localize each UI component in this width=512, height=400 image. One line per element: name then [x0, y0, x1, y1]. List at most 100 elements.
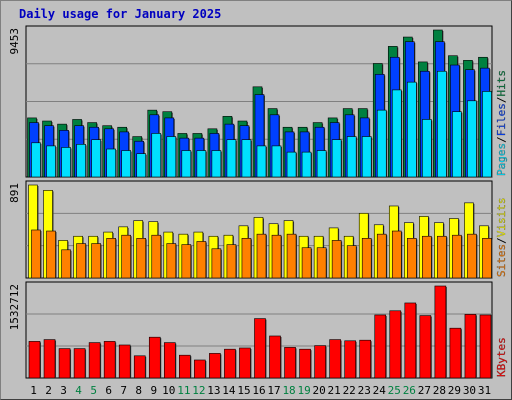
legend-kbytes: KBytes [495, 337, 508, 377]
bar-pages-16: Pages 16: 2000 [256, 145, 267, 178]
x-tick-label-8: 8 [135, 384, 142, 397]
bar-pages-29: Pages 29: 4200 [452, 111, 462, 178]
bar-kbytes-14: KBytes 14: 480000 [224, 348, 236, 379]
bar-kbytes-3: KBytes 3: 490000 [58, 348, 71, 379]
x-tick-label-12: 12 [192, 384, 205, 397]
x-tick-label-16: 16 [252, 384, 265, 397]
bar-sites-30: Sites 30: 420 [467, 233, 477, 279]
bar-kbytes-28: KBytes 28: 1532712 [434, 285, 447, 379]
bar-pages-17: Pages 17: 2000 [271, 145, 282, 178]
bar-pages-14: Pages 14: 2400 [226, 139, 237, 178]
bar-sites-5: Sites 5: 330 [91, 243, 101, 279]
bar-kbytes-22: KBytes 22: 620000 [344, 340, 356, 379]
bar-sites-20: Sites 20: 290 [316, 247, 327, 279]
bar-sites-6: Sites 6: 380 [106, 238, 116, 279]
bar-sites-10: Sites 10: 330 [166, 243, 177, 279]
bar-sites-31: Sites 31: 380 [482, 238, 492, 279]
bar-sites-17: Sites 17: 410 [271, 234, 282, 279]
bar-pages-12: Pages 12: 1700 [196, 150, 207, 178]
bar-kbytes-30: KBytes 30: 1060000 [464, 314, 477, 379]
bar-pages-2: Pages 2: 2000 [46, 145, 56, 178]
x-tick-label-13: 13 [207, 384, 220, 397]
y-max-label-hits-files-pages: 9453 [8, 28, 21, 55]
bar-kbytes-13: KBytes 13: 410000 [209, 353, 221, 379]
bar-pages-28: Pages 28: 6800 [437, 70, 447, 178]
bar-kbytes-20: KBytes 20: 540000 [314, 345, 326, 379]
bar-kbytes-31: KBytes 31: 1050000 [479, 314, 492, 379]
y-max-label-kbytes: 1532712 [8, 284, 21, 330]
bar-kbytes-17: KBytes 17: 700000 [269, 335, 281, 379]
bar-sites-4: Sites 4: 330 [76, 243, 86, 279]
legend-sites: Sites [495, 244, 508, 277]
legend-pages: Pages [495, 143, 508, 176]
legend-separator: / [495, 237, 508, 244]
bar-pages-1: Pages 1: 2200 [31, 142, 41, 178]
x-tick-label-28: 28 [433, 384, 446, 397]
x-tick-label-18: 18 [282, 384, 295, 397]
legend-hits: Hits [495, 70, 508, 97]
bar-sites-25: Sites 25: 450 [391, 230, 402, 279]
bar-sites-11: Sites 11: 320 [181, 244, 192, 279]
bar-sites-29: Sites 29: 410 [452, 234, 462, 279]
bar-sites-2: Sites 2: 450 [46, 230, 56, 279]
chart-title: Daily usage for January 2025 [19, 7, 222, 21]
bar-sites-21: Sites 21: 360 [331, 240, 342, 279]
x-tick-label-6: 6 [105, 384, 112, 397]
bar-sites-3: Sites 3: 270 [61, 249, 71, 279]
bar-pages-25: Pages 25: 5600 [391, 89, 402, 178]
x-tick-label-30: 30 [463, 384, 476, 397]
x-tick-label-14: 14 [222, 384, 236, 397]
x-tick-label-25: 25 [388, 384, 401, 397]
bar-pages-3: Pages 3: 1900 [61, 147, 71, 178]
legend-visits-sites: Sites/Visits [495, 198, 508, 278]
x-tick-label-31: 31 [478, 384, 491, 397]
bar-pages-21: Pages 21: 2400 [331, 139, 342, 178]
x-tick-label-26: 26 [403, 384, 416, 397]
bar-kbytes-2: KBytes 2: 640000 [43, 339, 56, 379]
bar-sites-19: Sites 19: 290 [301, 247, 312, 279]
x-tick-label-9: 9 [150, 384, 157, 397]
bar-pages-20: Pages 20: 1700 [316, 150, 327, 178]
bar-kbytes-12: KBytes 12: 300000 [194, 359, 206, 379]
bar-pages-15: Pages 15: 2400 [241, 139, 252, 178]
bar-kbytes-27: KBytes 27: 1040000 [419, 315, 432, 379]
bar-kbytes-23: KBytes 23: 630000 [359, 339, 372, 379]
bar-kbytes-24: KBytes 24: 1050000 [374, 314, 387, 379]
bar-kbytes-5: KBytes 5: 590000 [88, 342, 101, 379]
bar-pages-24: Pages 24: 4300 [376, 109, 387, 178]
x-tick-label-22: 22 [343, 384, 356, 397]
bar-kbytes-8: KBytes 8: 370000 [133, 355, 146, 379]
bar-kbytes-26: KBytes 26: 1250000 [404, 302, 417, 379]
legend-kbytes: KBytes [495, 337, 508, 377]
legend-files: Files [495, 103, 508, 136]
bar-kbytes-15: KBytes 15: 500000 [239, 347, 251, 379]
x-tick-label-5: 5 [90, 384, 97, 397]
bar-kbytes-19: KBytes 19: 480000 [299, 348, 311, 379]
panel-kbytes: KBytes 1: 610000KBytes 2: 640000KBytes 3… [8, 281, 508, 379]
bar-kbytes-25: KBytes 25: 1120000 [389, 310, 402, 379]
bar-sites-12: Sites 12: 350 [196, 241, 207, 279]
bar-sites-26: Sites 26: 380 [407, 238, 417, 279]
bar-sites-14: Sites 14: 320 [226, 244, 237, 279]
bar-pages-18: Pages 18: 1600 [286, 151, 297, 178]
x-tick-label-20: 20 [313, 384, 326, 397]
bar-pages-31: Pages 31: 5500 [482, 91, 492, 178]
bar-kbytes-18: KBytes 18: 510000 [284, 347, 296, 379]
x-tick-label-7: 7 [120, 384, 127, 397]
bar-sites-15: Sites 15: 380 [241, 238, 252, 279]
bar-sites-8: Sites 8: 380 [136, 238, 147, 279]
bar-kbytes-4: KBytes 4: 490000 [73, 348, 86, 379]
x-tick-label-2: 2 [45, 384, 52, 397]
bar-pages-6: Pages 6: 1800 [106, 148, 116, 178]
bar-pages-23: Pages 23: 2600 [361, 136, 372, 178]
bar-pages-11: Pages 11: 1700 [181, 150, 192, 178]
bar-sites-7: Sites 7: 410 [121, 234, 131, 279]
bar-kbytes-11: KBytes 11: 380000 [179, 354, 191, 379]
x-tick-label-15: 15 [237, 384, 250, 397]
x-tick-label-17: 17 [267, 384, 280, 397]
bar-sites-28: Sites 28: 400 [437, 235, 447, 279]
bar-pages-30: Pages 30: 4900 [467, 100, 477, 178]
x-tick-label-19: 19 [297, 384, 310, 397]
